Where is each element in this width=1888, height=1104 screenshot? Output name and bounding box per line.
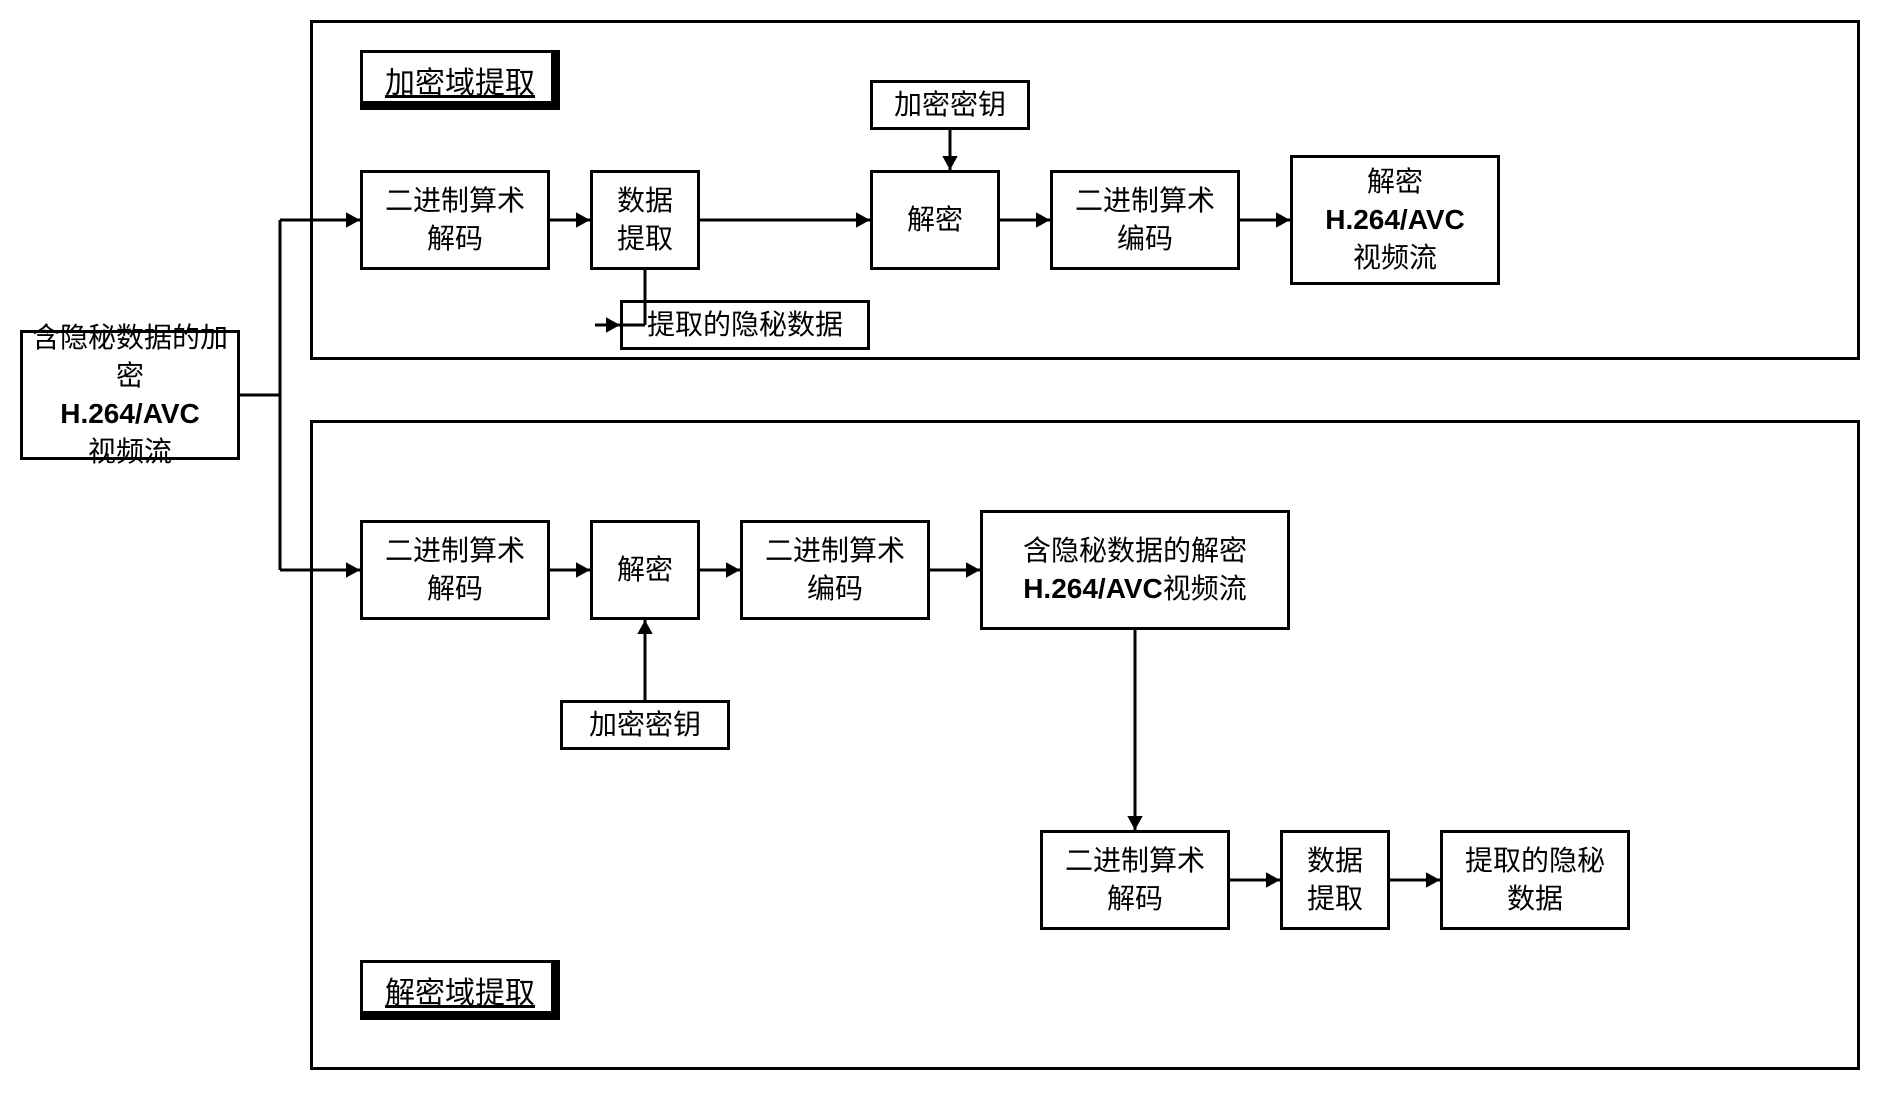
- node-extracted-hidden-data-top: 提取的隐秘数据: [620, 300, 870, 350]
- node-binary-arith-decode-top: 二进制算术解码: [360, 170, 550, 270]
- node-decrypt-top: 解密: [870, 170, 1000, 270]
- node-label: 数据提取: [617, 182, 673, 258]
- node-binary-arith-encode-bottom: 二进制算术编码: [740, 520, 930, 620]
- node-label: 解密: [617, 551, 673, 589]
- node-label: 提取的隐秘数据: [1465, 842, 1605, 918]
- title-label: 解密域提取: [385, 968, 535, 1012]
- node-label: 二进制算术解码: [385, 182, 525, 258]
- node-label: 二进制算术编码: [1075, 182, 1215, 258]
- node-label: 加密密钥: [589, 706, 701, 744]
- node-encryption-key-bottom: 加密密钥: [560, 700, 730, 750]
- node-decrypt-bottom: 解密: [590, 520, 700, 620]
- flowchart-canvas: 加密域提取 解密域提取 含隐秘数据的加密H.264/AVC视频流 二进制算术解码…: [0, 0, 1888, 1104]
- node-label: 二进制算术编码: [765, 532, 905, 608]
- node-binary-arith-decode-bottom: 二进制算术解码: [360, 520, 550, 620]
- node-decrypted-stream-out: 解密H.264/AVC视频流: [1290, 155, 1500, 285]
- node-data-extract-bottom: 数据提取: [1280, 830, 1390, 930]
- node-encryption-key-top: 加密密钥: [870, 80, 1030, 130]
- node-label: 解密: [907, 201, 963, 239]
- node-binary-arith-decode-bottom2: 二进制算术解码: [1040, 830, 1230, 930]
- node-source-stream: 含隐秘数据的加密H.264/AVC视频流: [20, 330, 240, 460]
- node-data-extract-top: 数据提取: [590, 170, 700, 270]
- node-label: 数据提取: [1307, 842, 1363, 918]
- node-binary-arith-encode-top: 二进制算术编码: [1050, 170, 1240, 270]
- node-decrypted-stream-with-hidden: 含隐秘数据的解密H.264/AVC视频流: [980, 510, 1290, 630]
- title-decrypted-domain: 解密域提取: [360, 960, 560, 1020]
- node-label: 二进制算术解码: [385, 532, 525, 608]
- node-extracted-hidden-data-bottom: 提取的隐秘数据: [1440, 830, 1630, 930]
- title-encrypted-domain: 加密域提取: [360, 50, 560, 110]
- node-label: 加密密钥: [894, 86, 1006, 124]
- node-label: 提取的隐秘数据: [647, 306, 843, 344]
- node-label: 二进制算术解码: [1065, 842, 1205, 918]
- title-label: 加密域提取: [385, 58, 535, 102]
- node-label: 含隐秘数据的解密H.264/AVC视频流: [1023, 532, 1247, 608]
- node-label: 解密H.264/AVC视频流: [1325, 163, 1465, 276]
- node-label: 含隐秘数据的加密H.264/AVC视频流: [31, 319, 229, 470]
